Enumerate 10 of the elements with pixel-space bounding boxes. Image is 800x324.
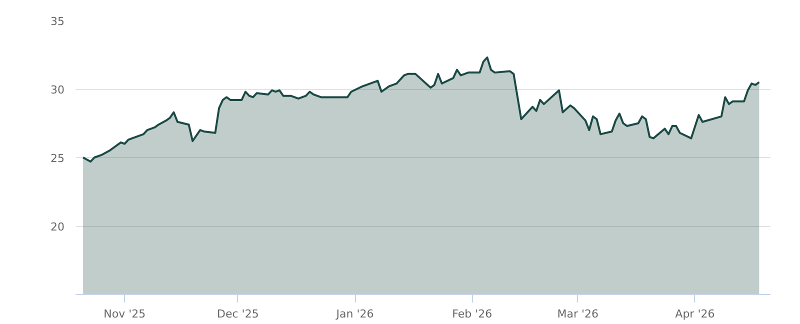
y-tick-label: 30: [50, 84, 65, 96]
x-tick-label: Mar '26: [557, 308, 599, 320]
y-tick-label: 25: [50, 152, 65, 165]
x-tick-label: Apr '26: [675, 308, 715, 320]
y-tick-label: 20: [50, 220, 65, 234]
x-tick-label: Dec '25: [217, 308, 259, 320]
x-tick-label: Nov '25: [104, 308, 146, 320]
x-tick-label: Feb '26: [452, 308, 492, 320]
y-tick-label: 35: [50, 15, 65, 28]
x-tick-label: Jan '26: [335, 308, 374, 320]
